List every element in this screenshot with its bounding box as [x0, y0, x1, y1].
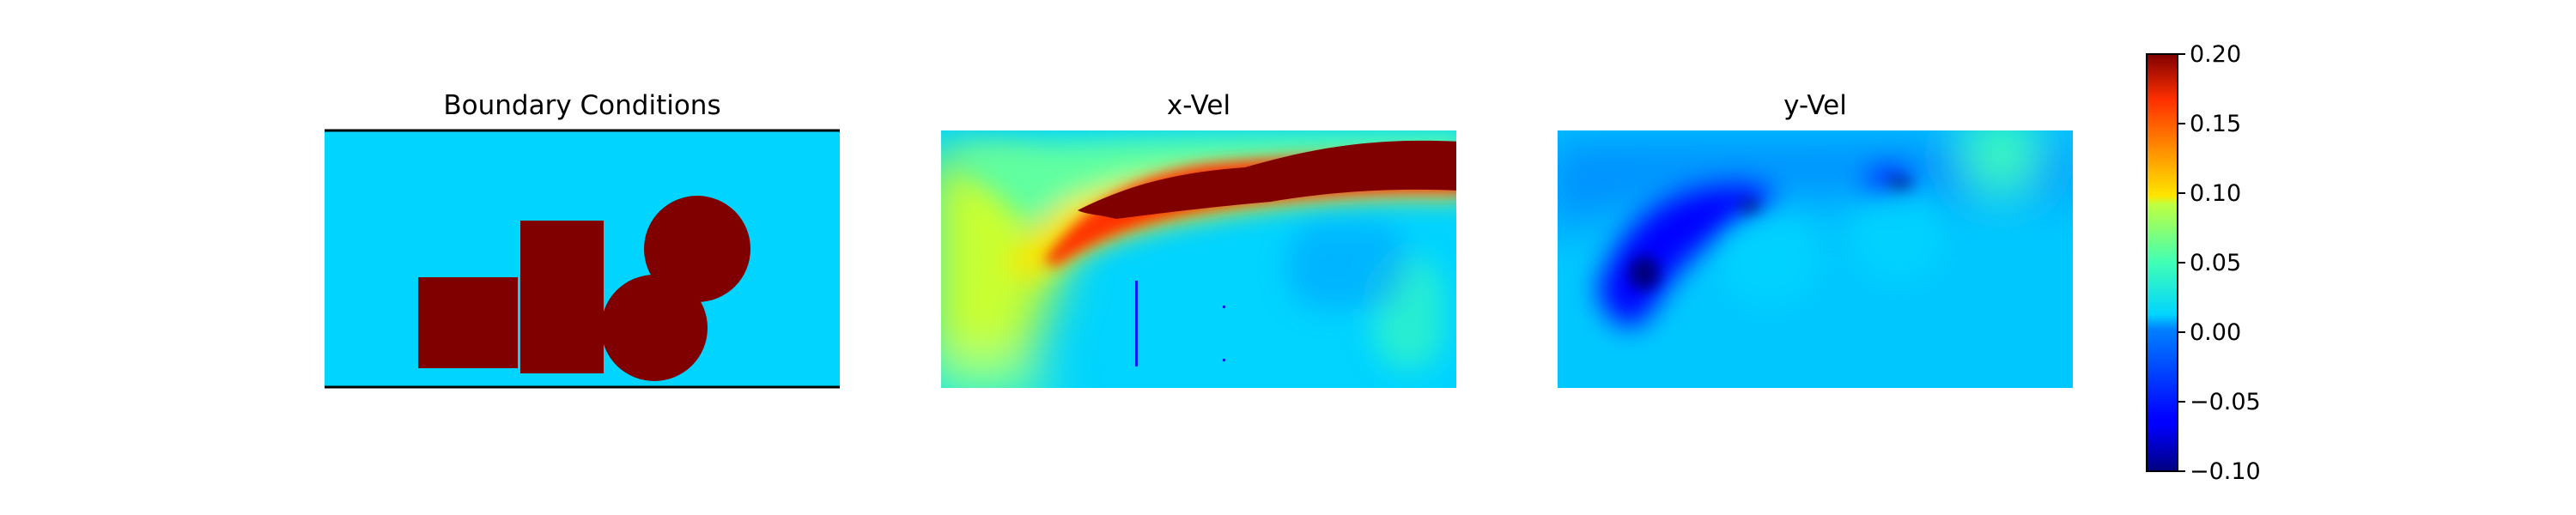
panel-boundary-conditions: Boundary Conditions: [325, 90, 840, 389]
panel-title-y-vel: y-Vel: [1783, 90, 1847, 121]
colorbar-tick-label: 0.20: [2190, 41, 2241, 68]
colorbar-tick-label: 0.05: [2190, 250, 2241, 276]
panel-x-vel: x-Vel: [941, 90, 1456, 388]
bc-obstacle-circle-2: [644, 196, 750, 302]
colorbar-tick-label: −0.05: [2190, 389, 2261, 415]
colorbar-ticks: 0.20 0.15 0.10 0.05 0.00 −0.05 −0.10: [2178, 41, 2261, 485]
colorbar-tick-label: 0.10: [2190, 180, 2241, 207]
colorbar-gradient: [2146, 53, 2178, 472]
y-vel-field: [1558, 130, 2073, 388]
bc-obstacle-circle-1: [601, 275, 708, 381]
bc-obstacle-rect-1: [418, 277, 518, 368]
panel-y-vel: y-Vel: [1558, 90, 2073, 388]
colorbar-tick-label: 0.00: [2190, 319, 2241, 346]
panel-title-boundary-conditions: Boundary Conditions: [443, 90, 720, 121]
colorbar-tick-label: 0.15: [2190, 111, 2241, 137]
colorbar: 0.20 0.15 0.10 0.05 0.00 −0.05 −0.10: [2146, 41, 2261, 485]
x-vel-thin-artifact: [1135, 281, 1138, 367]
panel-title-x-vel: x-Vel: [1167, 90, 1230, 121]
colorbar-tick-label: −0.10: [2190, 458, 2261, 485]
bc-obstacle-rect-2: [520, 221, 604, 373]
x-vel-field: [941, 130, 1456, 388]
